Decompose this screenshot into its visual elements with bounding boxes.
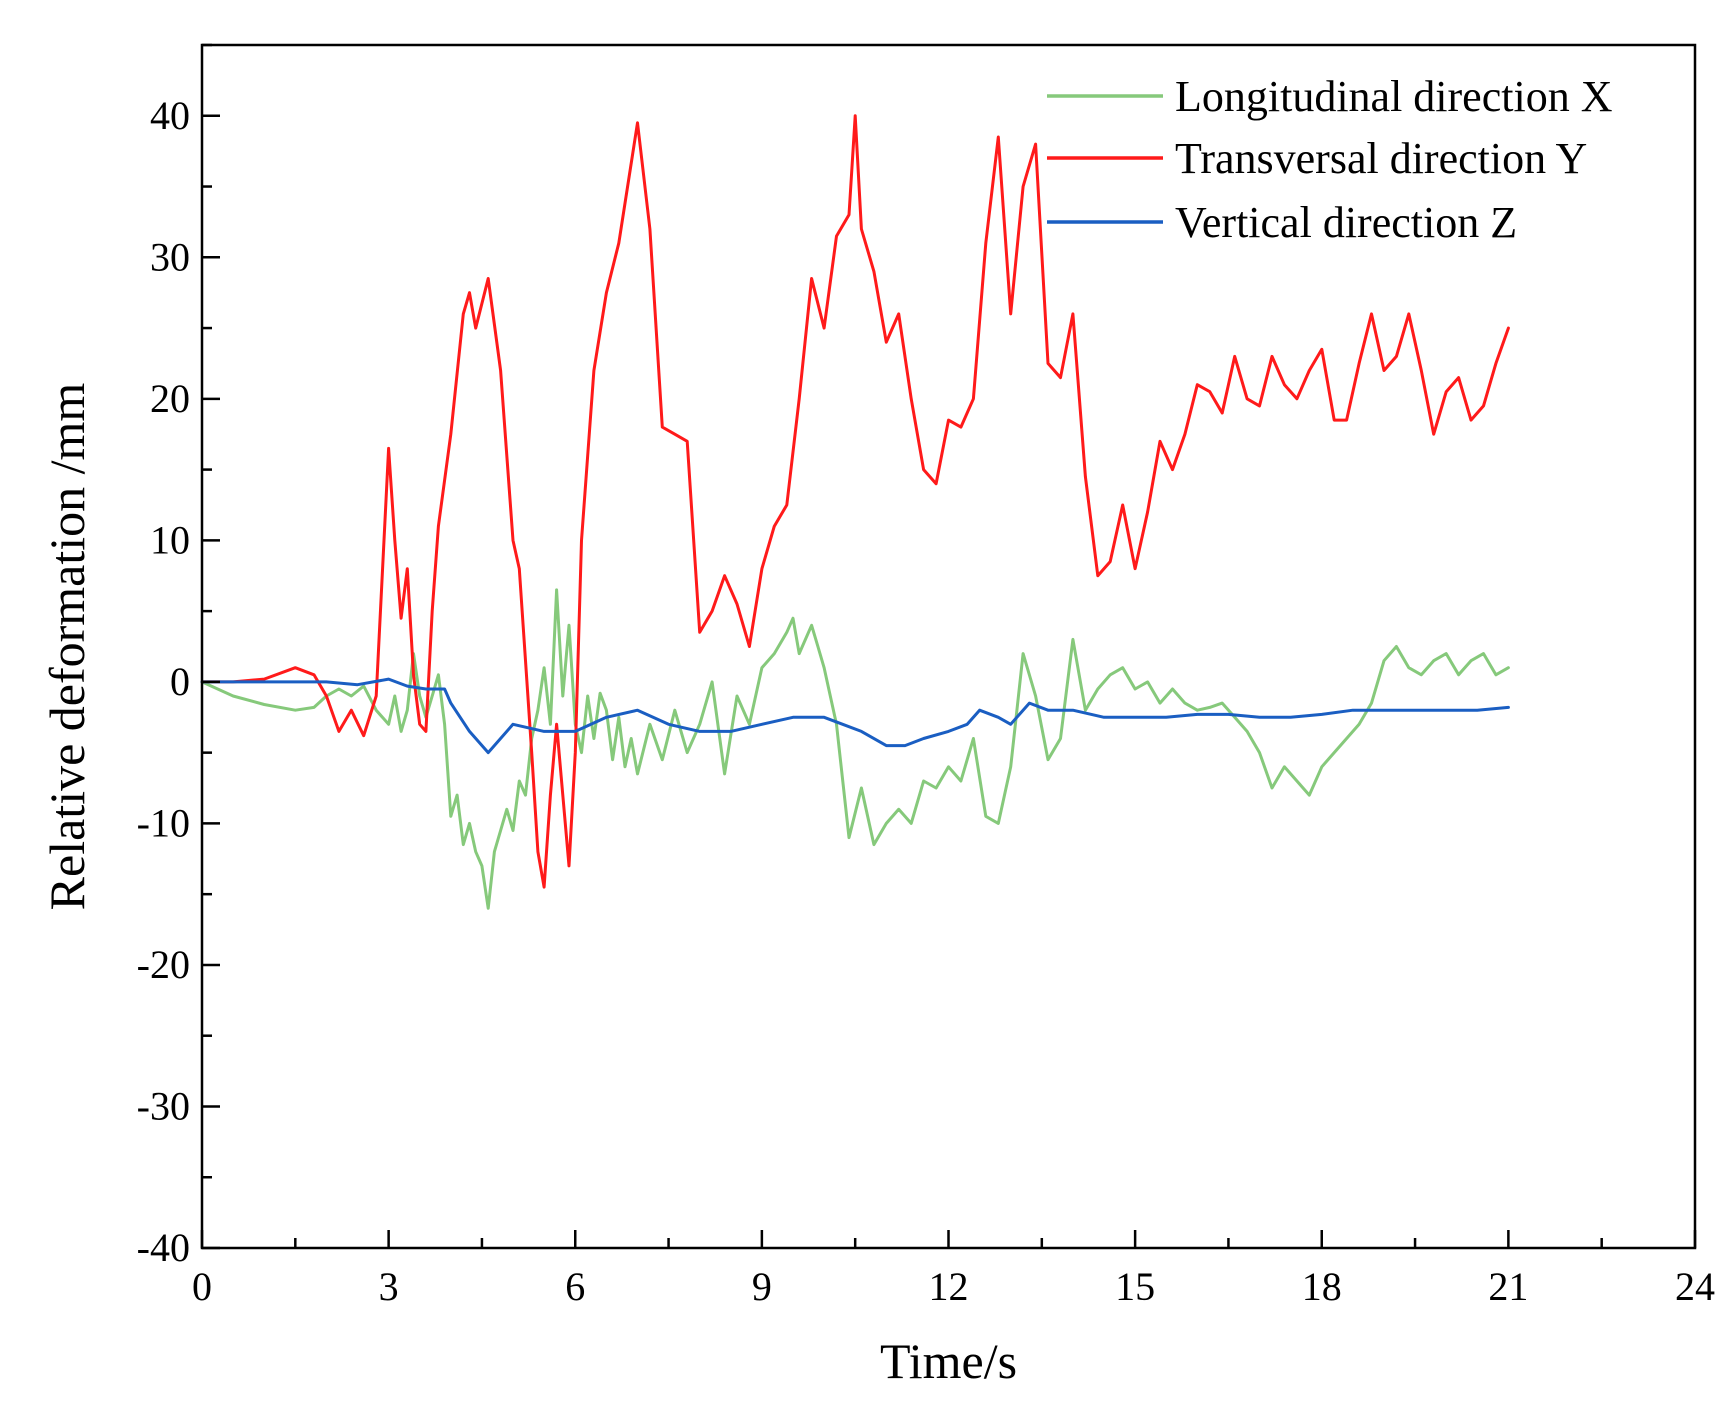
y-tick-label: 20 <box>150 376 190 421</box>
y-tick-label: -30 <box>137 1083 190 1128</box>
x-tick-label: 15 <box>1115 1264 1155 1309</box>
axis-ticks: 0 3 6 9 12 15 18 21 24 -40 -30 -20 -10 0 10 20 30 40 <box>137 43 1715 1309</box>
series-line-x <box>200 588 1510 910</box>
x-tick-label: 12 <box>929 1264 969 1309</box>
x-tick-label: 0 <box>192 1264 212 1309</box>
y-tick-label: 30 <box>150 234 190 279</box>
legend-label-y: Transversal direction Y <box>1175 134 1587 183</box>
x-tick-label: 21 <box>1488 1264 1528 1309</box>
legend-label-x: Longitudinal direction X <box>1175 72 1612 121</box>
y-axis-title: Relative deformation /mm <box>39 383 95 911</box>
y-tick-label: -20 <box>137 942 190 987</box>
legend: Longitudinal direction X Transversal dir… <box>1047 72 1612 247</box>
y-tick-label: 10 <box>150 517 190 562</box>
x-axis-title: Time/s <box>880 1333 1017 1389</box>
y-tick-label: 40 <box>150 93 190 138</box>
series-lines <box>200 114 1510 910</box>
x-tick-label: 9 <box>752 1264 772 1309</box>
y-tick-label: -10 <box>137 800 190 845</box>
series-line-z <box>200 677 1510 755</box>
x-tick-label: 18 <box>1302 1264 1342 1309</box>
x-tick-label: 6 <box>565 1264 585 1309</box>
y-tick-label: 0 <box>170 659 190 704</box>
legend-label-z: Vertical direction Z <box>1175 198 1517 247</box>
series-line-y <box>200 114 1510 889</box>
y-tick-label: -40 <box>137 1225 190 1270</box>
x-tick-label: 3 <box>379 1264 399 1309</box>
x-tick-label: 24 <box>1675 1264 1715 1309</box>
